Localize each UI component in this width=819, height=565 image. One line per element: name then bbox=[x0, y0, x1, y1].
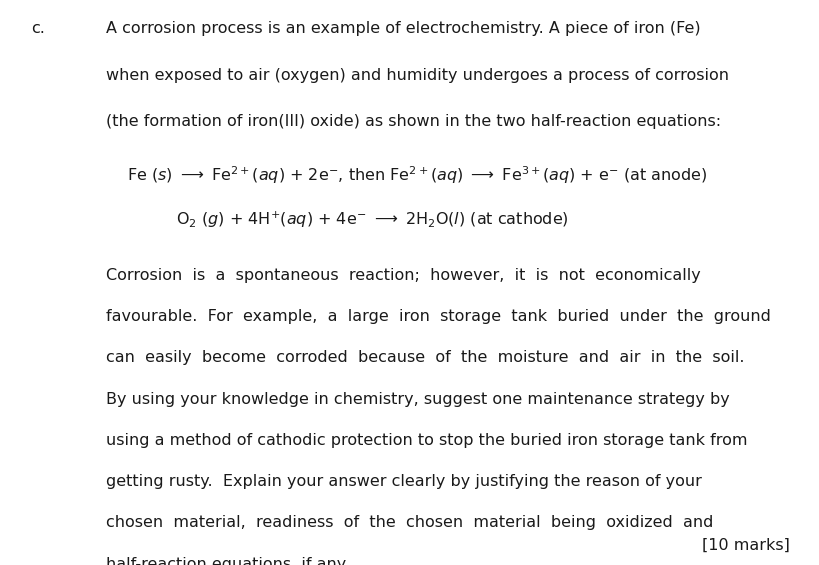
Text: favourable.  For  example,  a  large  iron  storage  tank  buried  under  the  g: favourable. For example, a large iron st… bbox=[106, 309, 771, 324]
Text: Fe $\mathit{(s)}$ $\longrightarrow$ Fe$^{2+}$$\mathit{(aq)}$ + 2e$^{-}$, then Fe: Fe $\mathit{(s)}$ $\longrightarrow$ Fe$^… bbox=[127, 164, 708, 185]
Text: O$_2$ $\mathit{(g)}$ + 4H$^{+}$$\mathit{(aq)}$ + 4e$^{-}$ $\longrightarrow$ 2H$_: O$_2$ $\mathit{(g)}$ + 4H$^{+}$$\mathit{… bbox=[176, 210, 569, 231]
Text: chosen  material,  readiness  of  the  chosen  material  being  oxidized  and: chosen material, readiness of the chosen… bbox=[106, 515, 714, 531]
Text: when exposed to air (oxygen) and humidity undergoes a process of corrosion: when exposed to air (oxygen) and humidit… bbox=[106, 68, 730, 83]
Text: (the formation of iron(III) oxide) as shown in the two half-reaction equations:: (the formation of iron(III) oxide) as sh… bbox=[106, 114, 722, 129]
Text: can  easily  become  corroded  because  of  the  moisture  and  air  in  the  so: can easily become corroded because of th… bbox=[106, 350, 745, 366]
Text: Corrosion  is  a  spontaneous  reaction;  however,  it  is  not  economically: Corrosion is a spontaneous reaction; how… bbox=[106, 268, 701, 283]
Text: using a method of cathodic protection to stop the buried iron storage tank from: using a method of cathodic protection to… bbox=[106, 433, 748, 448]
Text: By using your knowledge in chemistry, suggest one maintenance strategy by: By using your knowledge in chemistry, su… bbox=[106, 392, 731, 407]
Text: [10 marks]: [10 marks] bbox=[703, 537, 790, 553]
Text: c.: c. bbox=[31, 21, 45, 37]
Text: A corrosion process is an example of electrochemistry. A piece of iron (Fe): A corrosion process is an example of ele… bbox=[106, 21, 701, 37]
Text: half-reaction equations, if any.: half-reaction equations, if any. bbox=[106, 557, 350, 565]
Text: getting rusty.  Explain your answer clearly by justifying the reason of your: getting rusty. Explain your answer clear… bbox=[106, 474, 703, 489]
